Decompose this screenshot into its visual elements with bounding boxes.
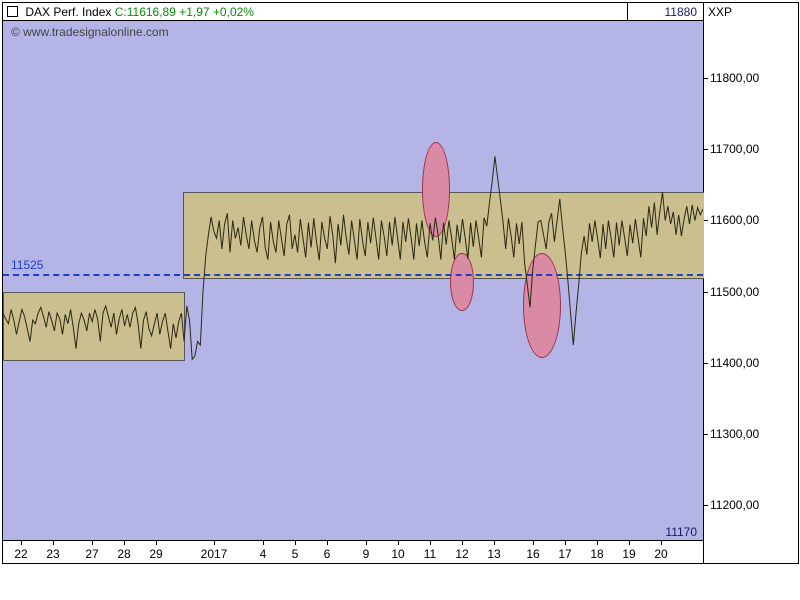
x-tick-label: 4 [260,547,267,561]
y-tick-label: 11400,00 [710,356,759,370]
y-axis: XXP 11200,00 11300,00 11400,00 11500,00 1160… [704,2,799,564]
series-name: DAX Perf. Index [25,5,111,19]
x-axis: 22 23 27 28 29 2017 4 5 6 9 10 11 12 13 16 17 18 19 20 [3,540,703,563]
x-tick-label: 10 [391,547,404,561]
x-tick-label: 6 [324,547,331,561]
x-tick-label: 11 [424,547,436,561]
current-value-box: 11880 [627,3,703,21]
x-tick-label: 9 [363,547,370,561]
x-tick-label: 19 [622,547,635,561]
y-tick-label: 11200,00 [710,498,759,512]
x-tick-label: 17 [558,547,571,561]
y-axis-title: XXP [708,5,732,19]
low-value-box: 11170 [665,525,697,539]
series-values: C:11616,89 +1,97 +0,02% [115,5,254,19]
y-tick-label: 11300,00 [710,427,759,441]
x-tick-label: 28 [117,547,130,561]
x-tick-label: 22 [14,547,27,561]
x-tick-label: 23 [46,547,59,561]
x-tick-label: 2017 [201,547,228,561]
plot-area[interactable]: DAX Perf. Index C:11616,89 +1,97 +0,02% … [2,2,704,564]
x-tick-label: 16 [526,547,539,561]
x-tick-label: 29 [149,547,162,561]
x-tick-label: 13 [487,547,500,561]
x-tick-label: 12 [455,547,468,561]
x-tick-label: 5 [292,547,299,561]
chart-container: DAX Perf. Index C:11616,89 +1,97 +0,02% … [0,0,800,600]
series-marker-icon [7,6,18,17]
y-tick-label: 11800,00 [710,71,759,85]
y-tick-label: 11700,00 [710,142,759,156]
x-tick-label: 18 [590,547,603,561]
y-tick-label: 11500,00 [710,285,759,299]
y-tick-label: 11600,00 [710,213,759,227]
title-bar: DAX Perf. Index C:11616,89 +1,97 +0,02% [3,3,703,21]
price-line [3,21,703,541]
x-tick-label: 27 [85,547,98,561]
x-tick-label: 20 [654,547,667,561]
